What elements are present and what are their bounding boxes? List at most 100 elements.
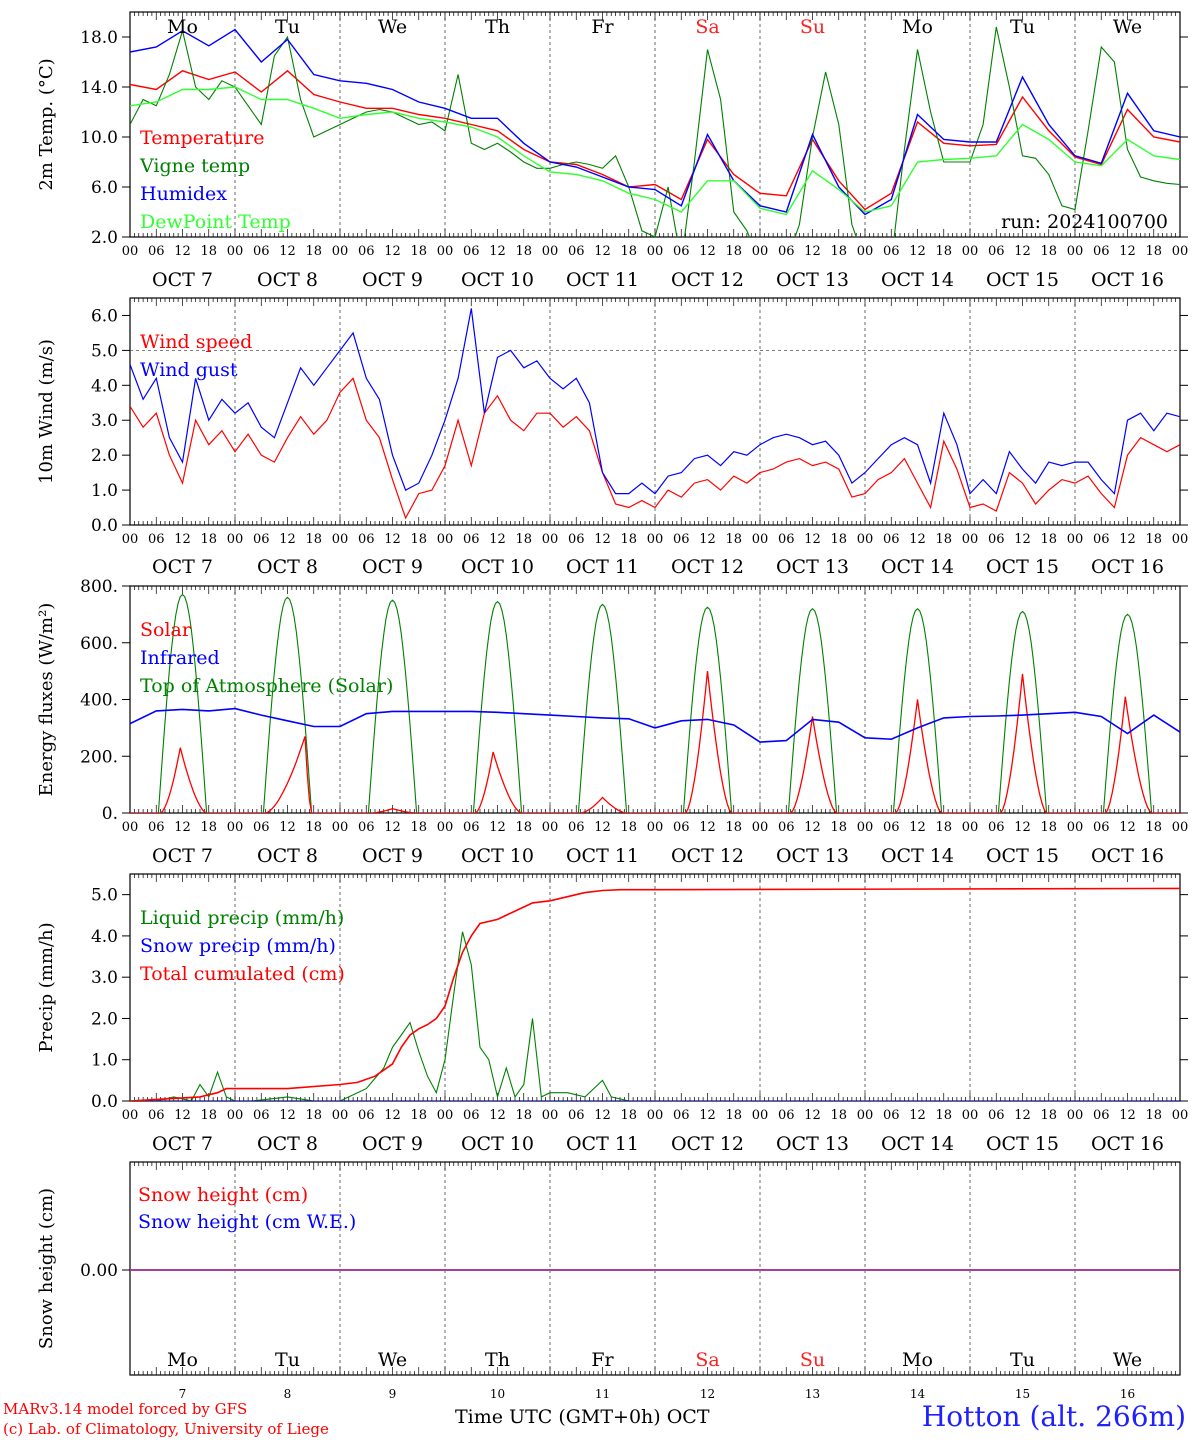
hour-tick-label: 18: [830, 1108, 847, 1123]
hour-tick-label: 06: [148, 820, 165, 835]
station-name: Hotton (alt. 266m): [921, 1400, 1186, 1433]
hour-tick-label: 18: [1040, 820, 1057, 835]
credit-model: MARv3.14 model forced by GFS: [3, 1400, 248, 1418]
date-label: OCT 16: [1091, 1133, 1164, 1155]
hour-tick-label: 18: [620, 1108, 637, 1123]
weekday-label: Tu: [275, 16, 300, 38]
hour-tick-label: 00: [437, 820, 454, 835]
date-label: OCT 15: [986, 269, 1059, 291]
y-tick-label: 400.: [80, 691, 118, 711]
y-tick-label: 0.: [102, 804, 118, 824]
date-label: OCT 15: [986, 556, 1059, 578]
hour-tick-label: 12: [384, 532, 401, 547]
y-tick-label: 18.0: [80, 28, 118, 48]
hour-tick-label: 00: [962, 532, 979, 547]
legend-entry: Snow precip (mm/h): [140, 935, 336, 957]
y-tick-label: 4.0: [91, 927, 118, 947]
date-label: OCT 14: [881, 1133, 954, 1155]
hour-tick-label: 00: [332, 1108, 349, 1123]
hour-tick-label: 00: [962, 244, 979, 259]
legend-entry: Total cumulated (cm): [140, 963, 345, 985]
y-tick-label: 2.0: [91, 1009, 118, 1029]
hour-tick-label: 06: [1093, 244, 1110, 259]
series-line: [130, 308, 1180, 495]
hour-tick-label: 00: [1172, 820, 1189, 835]
hour-tick-label: 00: [227, 532, 244, 547]
hour-tick-label: 12: [909, 1108, 926, 1123]
series-line: [130, 931, 1180, 1101]
y-tick-label: 0.0: [91, 1092, 118, 1112]
hour-tick-label: 06: [253, 820, 270, 835]
hour-tick-label: 06: [883, 820, 900, 835]
hour-tick-label: 00: [647, 532, 664, 547]
hour-tick-label: 12: [174, 1108, 191, 1123]
weekday-label: Su: [800, 1349, 825, 1371]
series-line: [130, 28, 1180, 216]
hour-tick-label: 06: [988, 1108, 1005, 1123]
hour-tick-label: 18: [305, 244, 322, 259]
hour-tick-label: 18: [305, 532, 322, 547]
legend-entry: Infrared: [140, 647, 220, 669]
time-axis-label: Time UTC (GMT+0h) OCT: [455, 1406, 710, 1428]
hour-tick-label: 00: [542, 820, 559, 835]
weekday-label: We: [1113, 1349, 1142, 1371]
weekday-label: Mo: [167, 16, 198, 38]
hour-tick-label: 06: [1093, 532, 1110, 547]
hour-tick-label: 00: [1067, 820, 1084, 835]
hour-tick-label: 12: [279, 1108, 296, 1123]
hour-tick-label: 06: [463, 532, 480, 547]
hour-tick-label: 00: [227, 820, 244, 835]
weekday-label: Su: [800, 16, 825, 38]
hour-tick-label: 12: [909, 244, 926, 259]
hour-tick-label: 18: [200, 244, 217, 259]
legend-entry: Solar: [140, 619, 192, 641]
day-number-label: 12: [700, 1387, 715, 1401]
hour-tick-label: 06: [988, 820, 1005, 835]
hour-tick-label: 18: [410, 1108, 427, 1123]
hour-tick-label: 12: [279, 244, 296, 259]
hour-tick-label: 18: [935, 1108, 952, 1123]
hour-tick-label: 12: [909, 820, 926, 835]
run-label: run: 2024100700: [1001, 211, 1168, 233]
panel-5-frame: [129, 1161, 1181, 1376]
hour-tick-label: 18: [935, 532, 952, 547]
hour-tick-label: 00: [542, 244, 559, 259]
hour-tick-label: 00: [227, 244, 244, 259]
hour-tick-label: 12: [1119, 1108, 1136, 1123]
hour-tick-label: 18: [1040, 244, 1057, 259]
hour-tick-label: 00: [437, 532, 454, 547]
hour-tick-label: 18: [410, 532, 427, 547]
legend-entry: Snow height (cm): [138, 1184, 308, 1206]
y-axis-label: Precip (mm/h): [36, 922, 57, 1052]
hour-tick-label: 12: [1119, 244, 1136, 259]
day-number-label: 14: [910, 1387, 926, 1401]
hour-tick-label: 00: [647, 244, 664, 259]
legend-entry: Humidex: [140, 183, 227, 205]
hour-tick-label: 12: [384, 1108, 401, 1123]
weekday-label: Fr: [591, 1349, 614, 1371]
date-label: OCT 11: [566, 556, 639, 578]
date-label: OCT 9: [362, 269, 423, 291]
weekday-label: Mo: [902, 1349, 933, 1371]
weekday-label: We: [378, 16, 407, 38]
date-label: OCT 8: [257, 269, 318, 291]
hour-tick-label: 00: [857, 532, 874, 547]
y-tick-label: 14.0: [80, 78, 118, 98]
hour-tick-label: 18: [515, 1108, 532, 1123]
y-axis-label: Snow height (cm): [36, 1188, 57, 1349]
y-axis-label: 10m Wind (m/s): [36, 339, 57, 484]
day-number-label: 13: [805, 1387, 820, 1401]
hour-tick-label: 12: [804, 244, 821, 259]
hour-tick-label: 00: [122, 1108, 139, 1123]
hour-tick-label: 12: [489, 532, 506, 547]
hour-tick-label: 00: [332, 244, 349, 259]
series-line: [130, 671, 1180, 813]
series-line: [130, 887, 1180, 1101]
hour-tick-label: 18: [935, 244, 952, 259]
date-label: OCT 14: [881, 556, 954, 578]
day-number-label: 10: [490, 1387, 505, 1401]
hour-tick-label: 12: [909, 532, 926, 547]
hour-tick-label: 12: [174, 820, 191, 835]
hour-tick-label: 00: [857, 820, 874, 835]
